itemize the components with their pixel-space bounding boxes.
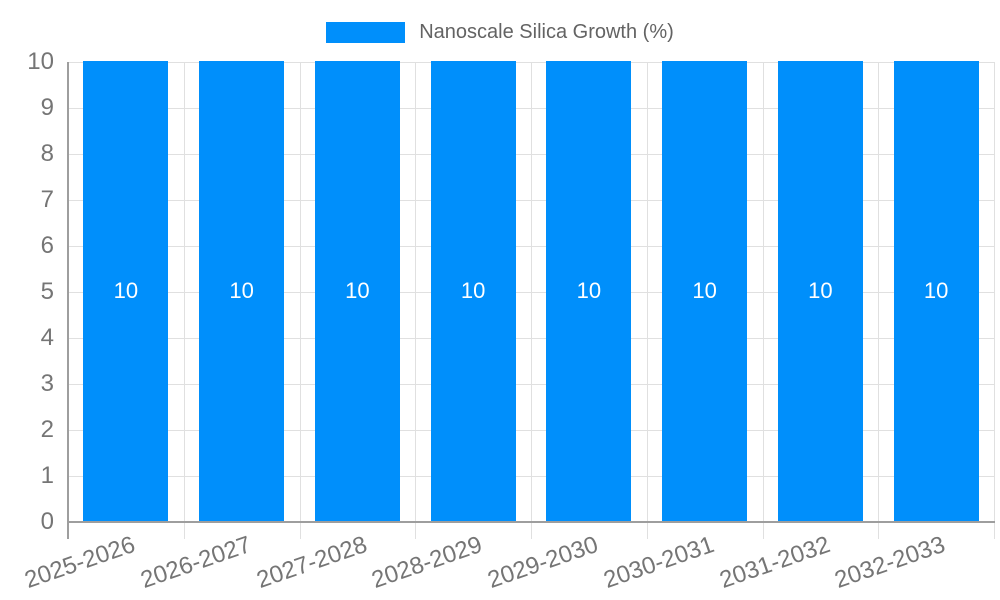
x-axis-tick-label: 2029-2030 <box>484 531 602 594</box>
v-gridline <box>994 62 995 539</box>
y-axis-tick-label: 5 <box>40 278 54 305</box>
y-axis-tick-label: 7 <box>40 186 54 213</box>
y-axis-tick-label: 6 <box>40 232 54 259</box>
x-axis-line <box>67 521 995 523</box>
bar-value-label: 10 <box>345 278 370 303</box>
y-axis-tick-label: 4 <box>40 324 54 351</box>
bar[interactable]: 10 <box>893 61 979 521</box>
bar-value-label: 10 <box>692 278 717 303</box>
bar[interactable]: 10 <box>199 61 285 521</box>
bar[interactable]: 10 <box>662 61 748 521</box>
bar[interactable]: 10 <box>546 61 632 521</box>
x-axis-tick-label: 2032-2033 <box>831 531 949 594</box>
bar-value-label: 10 <box>229 278 254 303</box>
legend-item[interactable]: Nanoscale Silica Growth (%) <box>326 21 674 44</box>
bar-value-label: 10 <box>576 278 602 303</box>
x-axis-tick-label: 2027-2028 <box>252 531 371 594</box>
bar-value-label: 10 <box>923 278 949 303</box>
x-axis-tick-label: 2026-2027 <box>137 531 255 594</box>
x-axis-tick-label: 2030-2031 <box>600 531 718 594</box>
y-axis-tick-label: 10 <box>27 48 54 75</box>
bar-value-label: 10 <box>808 278 833 303</box>
legend-label: Nanoscale Silica Growth (%) <box>419 21 674 43</box>
bar[interactable]: 10 <box>430 61 516 521</box>
y-axis-tick-label: 1 <box>40 462 54 489</box>
y-axis-tick-label: 0 <box>40 508 54 535</box>
y-axis-tick-label: 9 <box>40 94 54 121</box>
v-gridline <box>531 62 532 539</box>
bar-value-label: 10 <box>113 278 139 303</box>
x-axis-tick-label: 2031-2032 <box>715 531 834 594</box>
v-gridline <box>183 62 185 539</box>
legend-swatch <box>326 22 406 43</box>
x-axis-tick-label: 2028-2029 <box>368 531 486 594</box>
v-gridline <box>878 62 880 539</box>
y-axis-tick-label: 2 <box>40 416 54 443</box>
v-gridline <box>415 62 417 539</box>
v-gridline <box>762 62 764 539</box>
v-gridline <box>646 62 648 539</box>
v-gridline <box>299 62 301 539</box>
bar[interactable]: 10 <box>83 61 169 521</box>
bar[interactable]: 10 <box>777 61 863 521</box>
y-axis-line <box>67 62 69 539</box>
bar-value-label: 10 <box>460 278 486 303</box>
bar[interactable]: 10 <box>314 61 400 521</box>
x-axis-tick-label: 2025-2026 <box>21 531 139 594</box>
y-axis-tick-label: 3 <box>40 370 54 397</box>
y-axis-tick-label: 8 <box>40 140 54 167</box>
legend: Nanoscale Silica Growth (%) <box>0 21 1000 44</box>
